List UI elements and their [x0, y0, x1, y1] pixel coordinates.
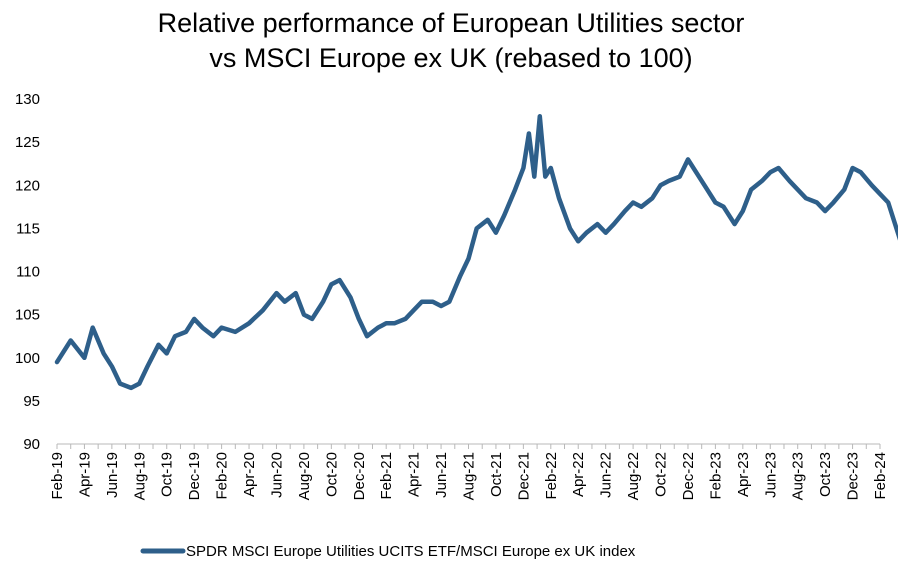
- x-tick-label: Jun-21: [433, 452, 450, 498]
- x-tick-label: Feb-20: [214, 452, 231, 500]
- x-tick-label: Dec-21: [515, 452, 532, 500]
- x-tick-label: Aug-22: [625, 452, 642, 500]
- x-tick-label: Apr-22: [570, 452, 587, 497]
- x-tick-label: Jun-20: [268, 452, 285, 498]
- x-tick-label: Dec-19: [186, 452, 203, 500]
- x-tick-label: Jun-23: [762, 452, 779, 498]
- x-tick-label: Apr-23: [735, 452, 752, 497]
- x-tick-label: Aug-20: [296, 452, 313, 500]
- x-tick-label: Feb-19: [49, 452, 66, 500]
- x-tick-label: Dec-23: [845, 452, 862, 500]
- x-tick-label: Oct-22: [653, 452, 670, 497]
- y-tick-label: 105: [15, 307, 40, 324]
- y-axis: 90 95 100 105 110 115 120 125 130: [15, 91, 40, 453]
- x-tick-label: Oct-19: [159, 452, 176, 497]
- x-tick-label: Feb-24: [872, 452, 889, 500]
- y-tick-label: 95: [23, 393, 40, 410]
- chart-title-line-2: vs MSCI Europe ex UK (rebased to 100): [209, 43, 692, 73]
- x-tick-label: Feb-23: [707, 452, 724, 500]
- x-tick-label: Aug-21: [461, 452, 478, 500]
- x-tick-label: Apr-21: [406, 452, 423, 497]
- y-tick-label: 110: [16, 264, 40, 281]
- y-tick-label: 115: [16, 220, 40, 237]
- x-tick-label: Jun-22: [598, 452, 615, 498]
- x-tick-label: Oct-21: [488, 452, 505, 497]
- legend: SPDR MSCI Europe Utilities UCITS ETF/MSC…: [140, 543, 636, 560]
- x-tick-label: Apr-20: [241, 452, 258, 497]
- y-tick-label: 130: [15, 91, 40, 108]
- series-line: [54, 114, 898, 391]
- y-tick-label: 90: [23, 436, 40, 453]
- y-tick-label: 125: [15, 134, 40, 151]
- x-tick-label: Apr-19: [76, 452, 93, 497]
- x-tick-label: Dec-20: [351, 452, 368, 500]
- x-tick-label: Dec-22: [680, 452, 697, 500]
- x-tick-label: Feb-21: [378, 452, 395, 500]
- chart-title-line-1: Relative performance of European Utiliti…: [158, 8, 745, 38]
- x-tick-label: Feb-22: [543, 452, 560, 500]
- x-tick-label: Aug-19: [131, 452, 148, 500]
- x-axis: Feb-19 Apr-19 Jun-19 Aug-19 Oct-19 Dec-19 Feb-…: [49, 443, 889, 500]
- legend-label: SPDR MSCI Europe Utilities UCITS ETF/MSC…: [186, 543, 636, 560]
- y-tick-label: 120: [15, 177, 40, 194]
- x-tick-label: Jun-19: [104, 452, 121, 498]
- x-tick-label: Oct-23: [817, 452, 834, 497]
- plot-area: [54, 114, 898, 391]
- x-tick-label: Aug-23: [790, 452, 807, 500]
- x-tick-label: Oct-20: [323, 452, 340, 497]
- y-tick-label: 100: [15, 350, 40, 367]
